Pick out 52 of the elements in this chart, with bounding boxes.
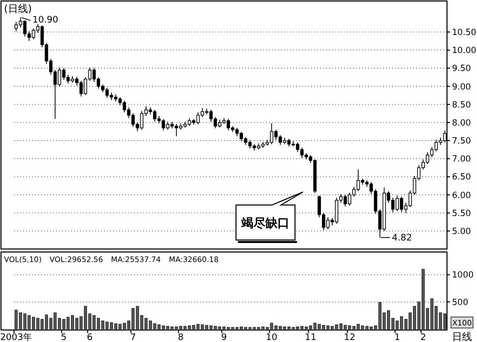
annotation: 4.82 [392,234,412,244]
x-tick-label: 12 [344,333,356,342]
candlestick [300,147,304,158]
candlestick [348,192,352,206]
x-tick-label: 5 [60,333,67,342]
y-tick-label: 6.50 [452,172,471,183]
candlestick [32,28,36,40]
candlestick [296,142,300,153]
candlestick [162,118,166,131]
x-tick-label: 7 [130,333,136,342]
y-tick-label: 10.50 [452,28,476,38]
candlestick [270,122,274,145]
candlestick [122,100,126,113]
x-tick-label: 8 [178,333,184,342]
candlestick [174,124,178,137]
chart-title: (日线) [4,3,32,15]
x-tick-label: 10 [266,333,278,342]
x-tick-label: 11 [304,333,316,342]
candlestick [426,152,430,164]
annotation: 10.90 [32,16,59,26]
y-tick-label: 10.00 [452,46,476,56]
x-tick-label: 6 [86,333,93,342]
candlestick [14,21,18,32]
x-tick-label: 1 [394,333,400,342]
candlestick [131,113,135,128]
candlestick [356,169,360,192]
y-tick-label: 5.00 [452,226,471,237]
y-tick-label: 1000 [452,270,474,281]
y-tick-label: 9.00 [452,82,471,92]
y-tick-label: 7.00 [452,154,471,165]
candlestick [196,112,200,125]
y-tick-label: 8.50 [452,100,471,110]
annotation: 竭尽缺口 [240,216,290,230]
x-tick-label: 9 [221,333,228,342]
candlestick [140,110,144,130]
y-tick-label: 7.50 [452,136,471,147]
candlestick [58,67,62,87]
y-tick-label: 9.50 [452,64,471,74]
candlestick [400,196,404,213]
candlestick [334,197,338,224]
candlestick [105,87,109,98]
candlestick [79,80,83,97]
candlestick [274,129,278,140]
y-tick-label: 6.00 [452,190,471,201]
y-tick-label: 500 [452,298,468,308]
text: 日线 [452,331,472,342]
x-tick-label: 2 [420,333,426,342]
x-tick-label: 2003年 [0,332,32,342]
y-tick-label: 8.00 [452,118,471,128]
candlestick [344,194,347,207]
candlestick [92,68,96,82]
y-tick-label: 5.50 [452,208,471,219]
